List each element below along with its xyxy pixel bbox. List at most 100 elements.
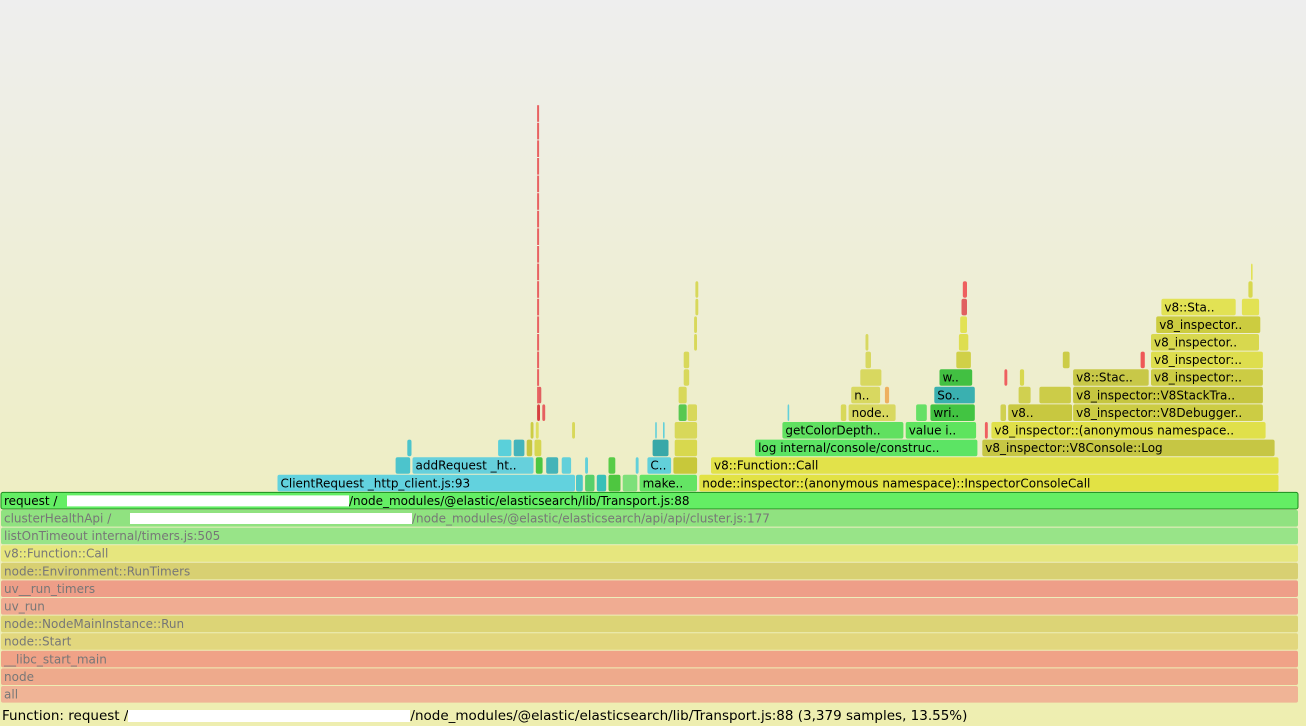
frame-block-79[interactable]: [956, 351, 971, 369]
frame-rect[interactable]: [1008, 404, 1073, 421]
frame-block-48[interactable]: [984, 422, 988, 439]
frame-log-internal-console-constructo[interactable]: log internal/console/construc..: [755, 439, 978, 457]
frame-rect[interactable]: [1248, 281, 1253, 298]
frame-rect[interactable]: [840, 404, 847, 421]
spike-frame[interactable]: [537, 386, 540, 404]
frame-block-34[interactable]: [526, 439, 533, 457]
frame-rect[interactable]: [652, 439, 669, 457]
frame-v8-inspector-anonymous-namespace[interactable]: v8_inspector::(anonymous namespace..: [991, 422, 1266, 439]
frame-rect[interactable]: [1161, 298, 1236, 316]
frame-rect[interactable]: [695, 298, 699, 316]
frame-rect[interactable]: [513, 439, 525, 457]
frame-rect[interactable]: [934, 386, 975, 404]
frame-rect[interactable]: [1073, 404, 1263, 421]
frame-v8-inspector[interactable]: v8_inspector..: [1151, 334, 1259, 351]
frame-clusterhealthapi-redacted-node-modules-e[interactable]: clusterHealthApi / /node_modules/@elastic…: [1, 510, 1298, 527]
spike-frame[interactable]: [537, 210, 540, 228]
frame-block-13[interactable]: [576, 474, 583, 492]
frame-rect[interactable]: [538, 386, 542, 404]
frame-rect[interactable]: [1140, 351, 1145, 369]
frame-block-77[interactable]: [683, 351, 690, 369]
frame-rect[interactable]: [534, 439, 542, 457]
frame-rect[interactable]: [787, 404, 790, 421]
frame-rect[interactable]: [1151, 334, 1259, 351]
frame-rect[interactable]: [884, 386, 890, 404]
frame-rect[interactable]: [596, 474, 607, 492]
frame-node-environment-runtimers[interactable]: node::Environment::RunTimers: [1, 562, 1298, 580]
frame-block-85[interactable]: [958, 334, 969, 351]
frame-block-27[interactable]: [635, 457, 639, 474]
spike-frame[interactable]: [537, 369, 540, 386]
frame-rect[interactable]: [683, 351, 690, 369]
frame-v8-inspector[interactable]: v8_inspector:..: [1151, 369, 1263, 386]
frame-rect[interactable]: [905, 422, 977, 439]
frame-block-24[interactable]: [561, 457, 572, 474]
frame-block-45[interactable]: [674, 422, 698, 439]
frame-rect[interactable]: [916, 404, 927, 421]
frame-rect[interactable]: [585, 457, 588, 474]
frame-listontimeout-internal-timers-js-505[interactable]: listOnTimeout internal/timers.js:505: [1, 527, 1298, 545]
frame-v8[interactable]: v8..: [1008, 404, 1073, 421]
frame-block-37[interactable]: [674, 439, 698, 457]
frame-block-83[interactable]: [694, 334, 697, 351]
frame-block-52[interactable]: [678, 404, 687, 421]
frame-rect[interactable]: [984, 422, 988, 439]
frame-block-15[interactable]: [596, 474, 607, 492]
frame-rect[interactable]: [1151, 351, 1263, 369]
frame-block-74[interactable]: [1019, 369, 1025, 386]
frame-rect[interactable]: [1241, 298, 1260, 316]
frame-rect[interactable]: [1, 633, 1298, 650]
frame-rect[interactable]: [851, 386, 881, 404]
frame-block-95[interactable]: [962, 281, 967, 298]
frame-rect[interactable]: [407, 439, 412, 457]
frame-value-in[interactable]: value i..: [905, 422, 977, 439]
frame-rect[interactable]: [695, 281, 699, 298]
frame-rect[interactable]: [635, 457, 639, 474]
frame-rect[interactable]: [639, 474, 697, 492]
frame-rect[interactable]: [930, 404, 975, 421]
frame-rect[interactable]: [683, 369, 690, 386]
frame-block-16[interactable]: [608, 474, 621, 492]
frame-rect[interactable]: [848, 404, 896, 421]
frame-rect[interactable]: [1, 598, 1298, 615]
spike-frame[interactable]: [537, 298, 540, 316]
frame-block-70[interactable]: [683, 369, 690, 386]
frame-rect[interactable]: [687, 404, 697, 421]
frame-block-80[interactable]: [1062, 351, 1070, 369]
frame-rect[interactable]: [1000, 404, 1007, 421]
frame-block-14[interactable]: [585, 474, 595, 492]
frame-block-22[interactable]: [535, 457, 543, 474]
frame-rect[interactable]: [585, 474, 595, 492]
frame-rect[interactable]: [1073, 369, 1149, 386]
frame-rect[interactable]: [663, 422, 665, 439]
spike-frame[interactable]: [537, 228, 540, 245]
frame-rect[interactable]: [530, 422, 534, 439]
frame-block-53[interactable]: [687, 404, 697, 421]
spike-frame[interactable]: [537, 105, 540, 122]
frame-v8-inspector[interactable]: v8_inspector..: [1156, 316, 1261, 333]
spike-frame[interactable]: [537, 140, 540, 157]
frame-wri[interactable]: wri..: [930, 404, 975, 421]
frame-rect[interactable]: [576, 474, 583, 492]
frame-rect[interactable]: [956, 351, 971, 369]
frame-block-31[interactable]: [407, 439, 412, 457]
frame-block-67[interactable]: [1018, 386, 1031, 404]
frame-node[interactable]: node..: [848, 404, 896, 421]
frame-rect[interactable]: [755, 439, 978, 457]
frame-block-17[interactable]: [622, 474, 638, 492]
frame-rect[interactable]: [1062, 351, 1070, 369]
frame-block-71[interactable]: [860, 369, 882, 386]
frame-rect[interactable]: [655, 422, 657, 439]
spike-frame[interactable]: [537, 316, 540, 333]
frame-block-33[interactable]: [513, 439, 525, 457]
frame-block-81[interactable]: [1140, 351, 1145, 369]
frame-rect[interactable]: [622, 474, 638, 492]
spike-frame[interactable]: [537, 263, 540, 281]
frame-uv-run-timers[interactable]: uv__run_timers: [1, 580, 1298, 597]
frame-wr[interactable]: w..: [939, 369, 973, 386]
frame-rect[interactable]: [1, 527, 1298, 545]
spike-frame[interactable]: [537, 281, 540, 298]
frame-v8-inspector-v8debugger[interactable]: v8_inspector::V8Debugger..: [1073, 404, 1263, 421]
frame-rect[interactable]: [1, 562, 1298, 580]
frame-block-90[interactable]: [695, 298, 699, 316]
